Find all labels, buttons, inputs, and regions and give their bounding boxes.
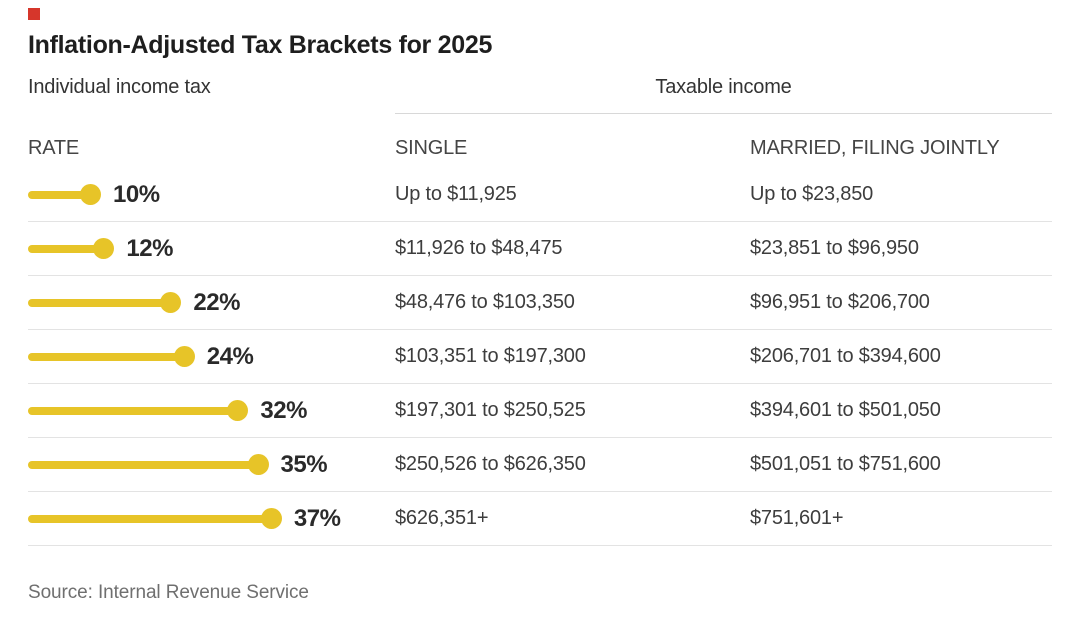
rate-bar-dot xyxy=(80,183,101,205)
bracket-row: 22% $48,476 to $103,350 $96,951 to $206,… xyxy=(28,276,1052,330)
rate-bar-line xyxy=(28,190,91,199)
rate-cell: 22% xyxy=(28,289,395,317)
rate-lollipop-bar xyxy=(28,399,249,422)
married-range: $206,701 to $394,600 xyxy=(750,345,941,367)
married-range: $394,601 to $501,050 xyxy=(750,399,941,421)
bracket-row: 24% $103,351 to $197,300 $206,701 to $39… xyxy=(28,330,1052,384)
section-labels-row: Individual income tax Taxable income xyxy=(28,75,1052,114)
rate-label: 22% xyxy=(193,288,240,316)
married-range: $96,951 to $206,700 xyxy=(750,291,930,313)
rate-cell: 35% xyxy=(28,451,395,479)
col-header-rate: RATE xyxy=(28,137,80,159)
bracket-rows: 10% Up to $11,925 Up to $23,850 12% $11,… xyxy=(28,168,1052,546)
source-note: Source: Internal Revenue Service xyxy=(28,582,309,603)
col-header-married: MARRIED, FILING JOINTLY xyxy=(750,137,1000,159)
rate-cell: 10% xyxy=(28,181,395,209)
taxable-income-group-header: Taxable income xyxy=(395,75,1052,114)
rate-lollipop-bar xyxy=(28,183,101,206)
left-section-label: Individual income tax xyxy=(28,76,211,98)
bracket-row: 12% $11,926 to $48,475 $23,851 to $96,95… xyxy=(28,222,1052,276)
rate-bar-line xyxy=(28,406,239,415)
rate-bar-dot xyxy=(93,237,115,259)
rate-bar-line xyxy=(28,298,172,307)
rate-label: 35% xyxy=(280,450,328,478)
rate-bar-line xyxy=(28,460,259,469)
rate-bar-dot xyxy=(247,453,269,475)
rate-bar-line xyxy=(28,244,105,253)
rate-lollipop-bar xyxy=(28,507,282,530)
bracket-row: 35% $250,526 to $626,350 $501,051 to $75… xyxy=(28,438,1052,492)
col-header-single: SINGLE xyxy=(395,137,468,159)
rate-lollipop-bar xyxy=(28,237,115,260)
rate-cell: 32% xyxy=(28,397,395,425)
rate-bar-dot xyxy=(173,345,195,367)
single-range: $626,351+ xyxy=(395,507,489,529)
married-range: Up to $23,850 xyxy=(750,183,874,205)
rate-bar-line xyxy=(28,352,185,361)
single-range: Up to $11,925 xyxy=(395,183,517,205)
married-range: $23,851 to $96,950 xyxy=(750,237,919,259)
single-range: $48,476 to $103,350 xyxy=(395,291,575,313)
married-range: $501,051 to $751,600 xyxy=(750,453,941,475)
single-range: $197,301 to $250,525 xyxy=(395,399,586,421)
rate-cell: 37% xyxy=(28,505,395,533)
rate-lollipop-bar xyxy=(28,345,195,368)
rate-bar-dot xyxy=(260,507,282,529)
chart-title: Inflation-Adjusted Tax Brackets for 2025 xyxy=(28,31,493,59)
rate-lollipop-bar xyxy=(28,453,269,476)
rate-bar-dot xyxy=(160,291,182,313)
rate-label: 24% xyxy=(206,342,254,370)
rate-label: 37% xyxy=(293,504,341,532)
column-header-row: RATE SINGLE MARRIED, FILING JOINTLY xyxy=(28,136,1052,160)
rate-bar-line xyxy=(28,514,272,523)
rate-lollipop-bar xyxy=(28,291,182,314)
single-range: $11,926 to $48,475 xyxy=(395,237,563,259)
married-range: $751,601+ xyxy=(750,507,844,529)
rate-label: 32% xyxy=(260,396,307,424)
single-range: $250,526 to $626,350 xyxy=(395,453,586,475)
rate-cell: 12% xyxy=(28,235,395,263)
bracket-row: 10% Up to $11,925 Up to $23,850 xyxy=(28,168,1052,222)
bracket-row: 37% $626,351+ $751,601+ xyxy=(28,492,1052,546)
rate-bar-dot xyxy=(227,399,249,421)
group-header-label: Taxable income xyxy=(655,76,792,98)
rate-label: 12% xyxy=(126,234,173,262)
rate-label: 10% xyxy=(113,180,160,208)
single-range: $103,351 to $197,300 xyxy=(395,345,586,367)
brand-red-square xyxy=(28,8,40,20)
rate-cell: 24% xyxy=(28,343,395,371)
bracket-row: 32% $197,301 to $250,525 $394,601 to $50… xyxy=(28,384,1052,438)
